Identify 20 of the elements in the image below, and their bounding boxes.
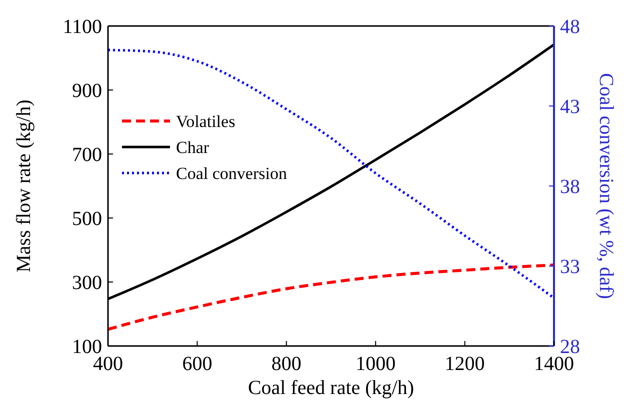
y2-tick-label: 33: [560, 256, 580, 278]
y2-tick-label: 48: [560, 16, 580, 38]
y-tick-label: 1100: [62, 16, 102, 38]
line-series: [106, 264, 556, 331]
x-axis-title: Coal feed rate (kg/h): [248, 377, 414, 399]
y-tick-label: 700: [72, 144, 102, 166]
y2-tick-label: 43: [560, 96, 580, 118]
y-tick-label: 500: [72, 208, 102, 230]
y2-axis-title: Coal conversion (wt %, daf): [595, 72, 617, 300]
x-tick-label: 1000: [356, 353, 396, 375]
x-tick-label: 1200: [444, 353, 485, 375]
x-tick-label: 800: [271, 353, 302, 375]
x-tick-label: 600: [182, 353, 212, 375]
y-tick-label: 900: [72, 80, 102, 102]
legend-label: Volatiles: [176, 112, 236, 131]
y-tick-label: 300: [72, 272, 102, 294]
y2-tick-label: 38: [560, 176, 580, 198]
legend-label: Char: [176, 138, 210, 157]
y-axis-title: Mass flow rate (kg/h): [13, 100, 35, 272]
legend-label: Coal conversion: [176, 164, 288, 183]
